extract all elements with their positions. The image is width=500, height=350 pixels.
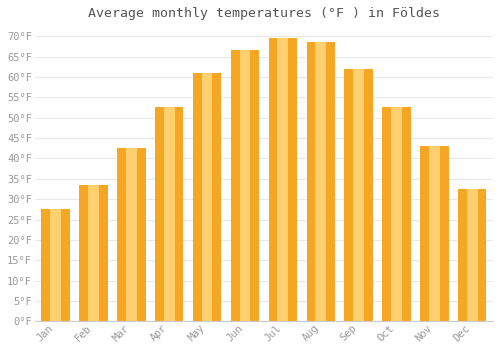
Bar (202, 73, 212, 321)
Bar (458, 189, 486, 321)
Bar (79, 185, 108, 321)
Bar (126, 148, 136, 321)
Bar (344, 69, 373, 321)
Bar (268, 38, 297, 321)
Bar (316, 42, 326, 321)
Bar (278, 38, 288, 321)
Bar (155, 107, 184, 321)
Bar (117, 148, 145, 321)
Bar (382, 107, 410, 321)
Title: Average monthly temperatures (°F ) in Földes: Average monthly temperatures (°F ) in Fö… (88, 7, 440, 20)
Bar (164, 107, 174, 321)
Bar (420, 146, 448, 321)
Bar (50, 209, 61, 321)
Bar (353, 69, 364, 321)
Bar (429, 146, 440, 321)
Bar (88, 185, 99, 321)
Bar (230, 50, 259, 321)
Bar (306, 42, 335, 321)
Bar (193, 73, 222, 321)
Bar (240, 50, 250, 321)
Bar (391, 107, 402, 321)
Bar (42, 209, 70, 321)
Bar (467, 189, 477, 321)
